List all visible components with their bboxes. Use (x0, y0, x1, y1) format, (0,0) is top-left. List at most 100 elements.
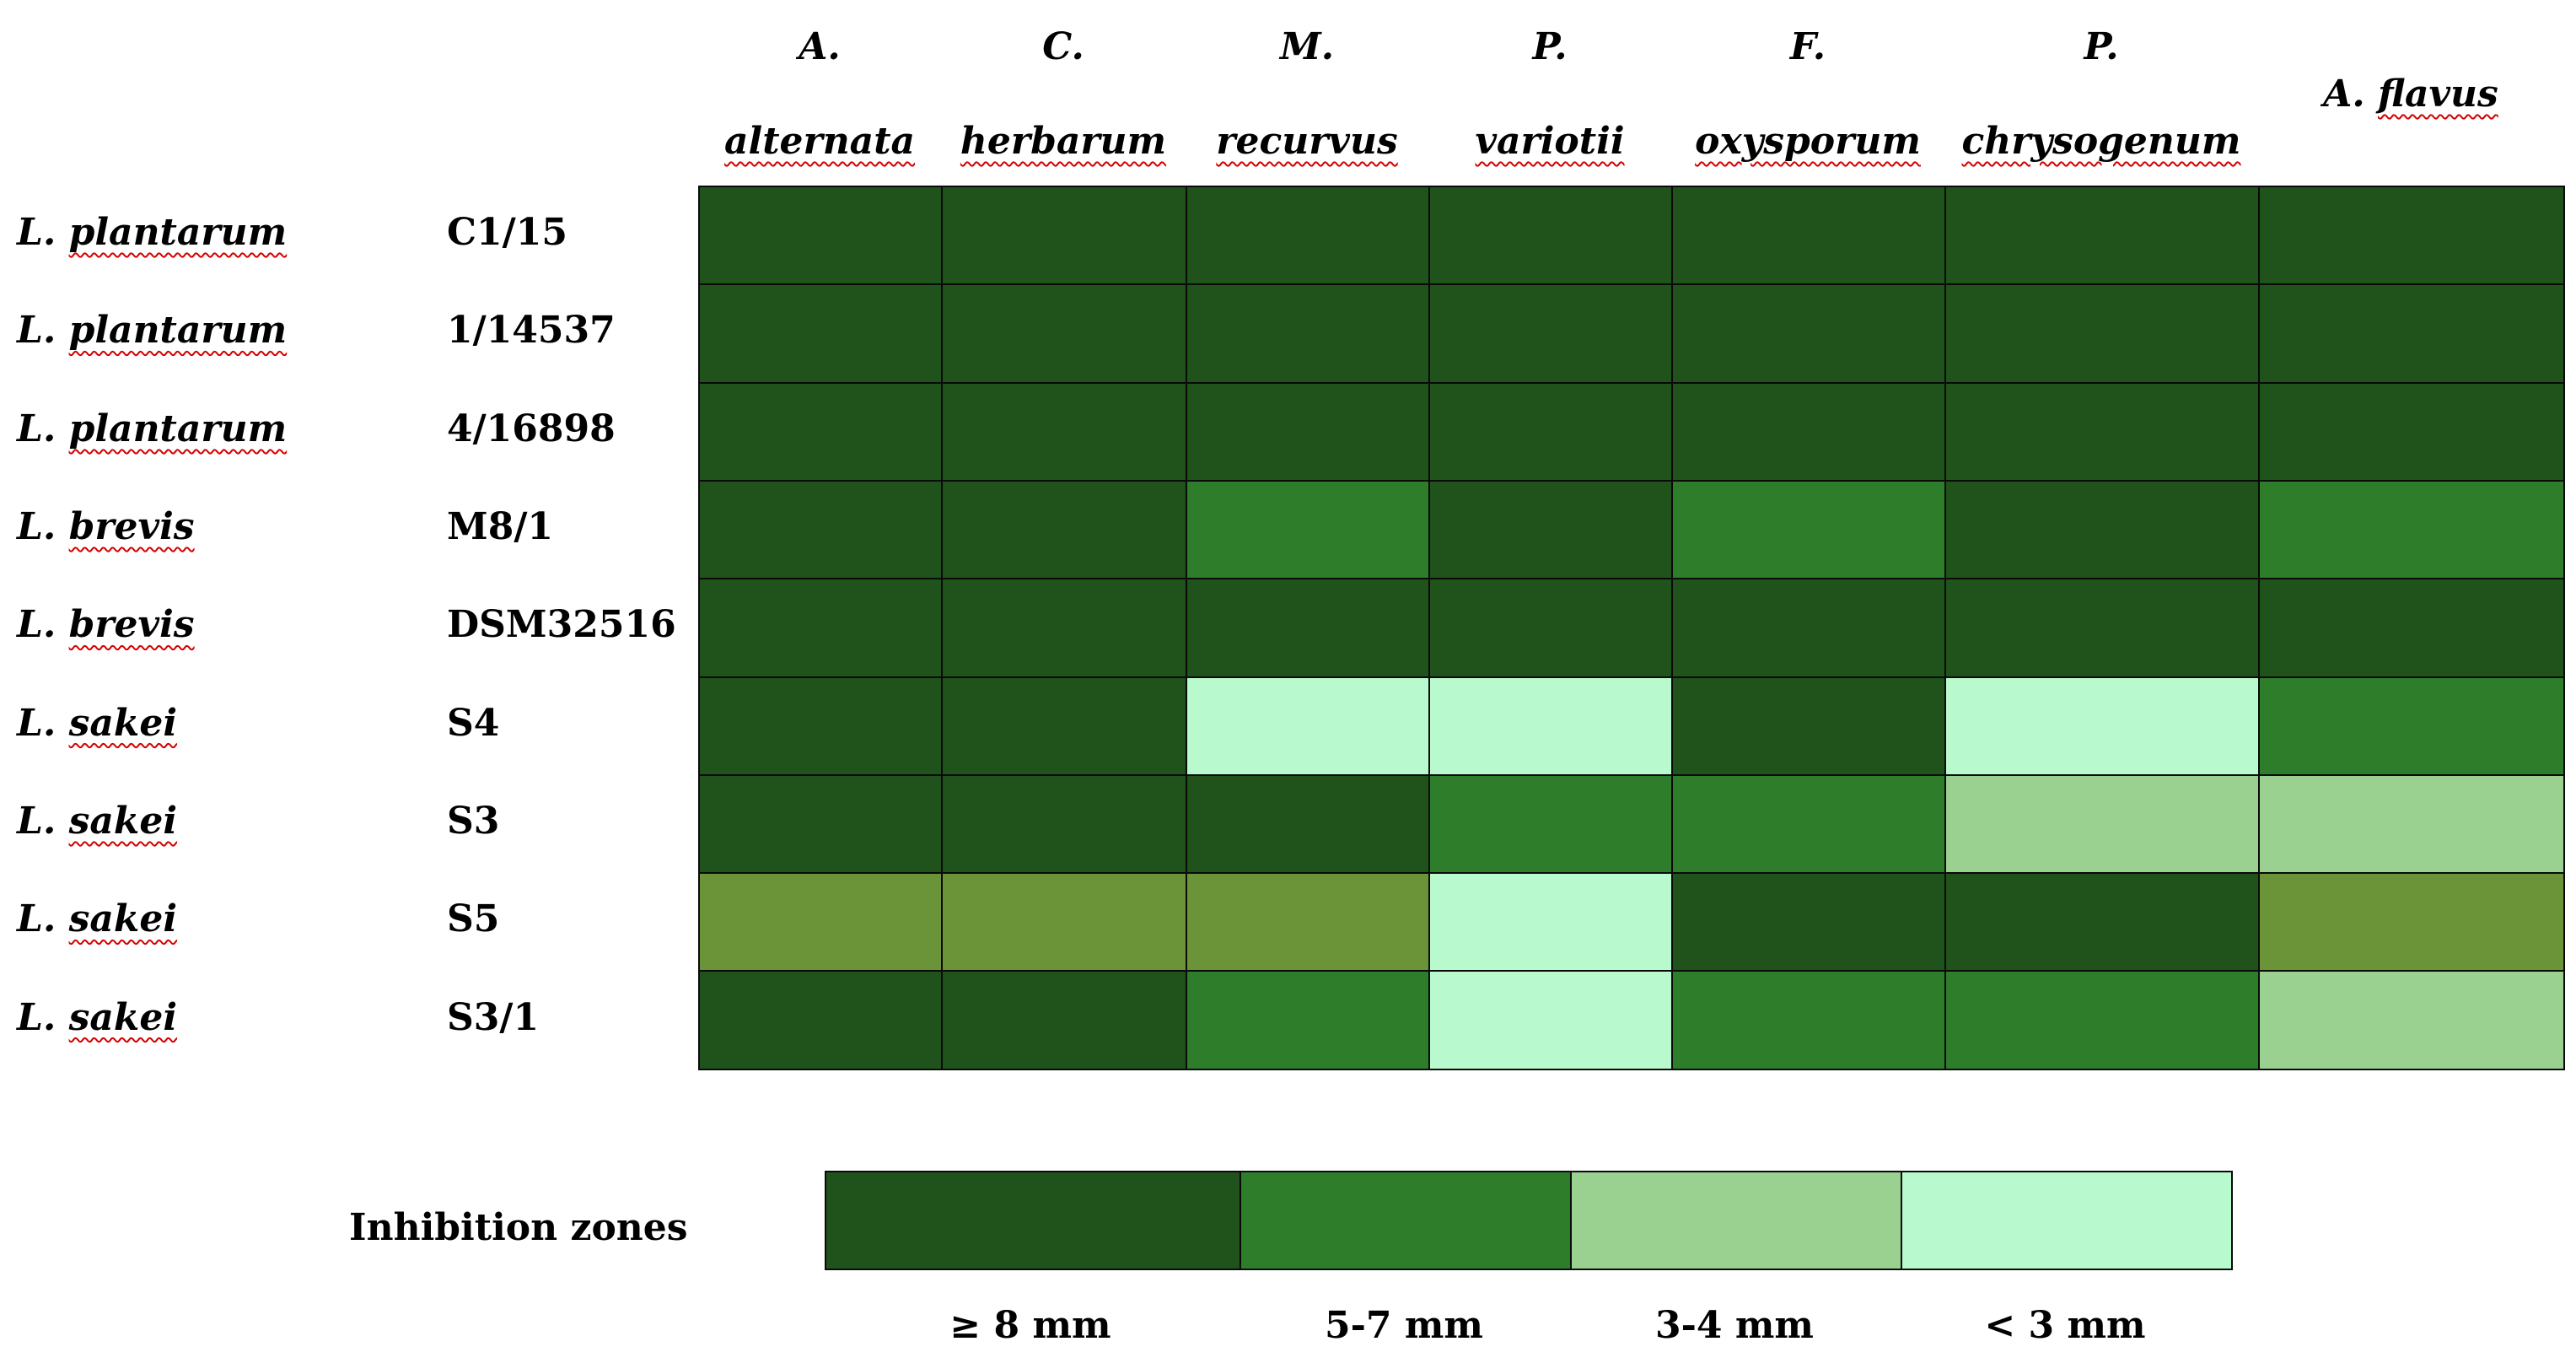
legend-label: 3-4 mm (1655, 1304, 1814, 1347)
row-strain-label: S5 (447, 897, 500, 941)
heatmap-cell (1944, 382, 2260, 482)
column-species: recurvus (1216, 120, 1398, 163)
heatmap-cell (2258, 872, 2565, 972)
row-species-label: L. sakei (17, 701, 178, 745)
column-genus: C. (1042, 25, 1084, 68)
row-strain-label: S3/1 (447, 995, 540, 1039)
column-species: oxysporum (1695, 120, 1921, 163)
row-strain-label: 1/14537 (447, 309, 616, 353)
heatmap-cell (698, 283, 943, 384)
heatmap-cell (1428, 382, 1673, 482)
heatmap-cell (698, 676, 943, 776)
row-species-label: L. plantarum (17, 309, 288, 353)
heatmap-cell (1186, 676, 1430, 776)
heatmap-cell (1186, 283, 1430, 384)
row-species-label: L. brevis (17, 505, 195, 549)
heatmap-cell (1671, 872, 1946, 972)
legend-swatch (1240, 1171, 1572, 1270)
row-species-label: L. plantarum (17, 211, 288, 255)
legend-label: < 3 mm (1984, 1304, 2146, 1347)
heatmap-cell (698, 186, 943, 285)
heatmap-cell (1671, 970, 1946, 1070)
legend-title: Inhibition zones (349, 1206, 688, 1249)
row-species-label: L. sakei (17, 799, 178, 843)
column-genus: P. (2084, 25, 2119, 68)
column-header: F. oxysporum (1671, 0, 1944, 177)
heatmap-cell (1428, 186, 1673, 285)
heatmap-cell (1671, 676, 1946, 776)
heatmap-cell (1186, 480, 1430, 579)
legend-swatch (825, 1171, 1241, 1270)
heatmap-cell (1671, 186, 1946, 285)
heatmap-cell (1944, 283, 2260, 384)
heatmap-cell (941, 578, 1187, 678)
row-strain-label: DSM32516 (447, 603, 676, 647)
column-species: alternata (723, 120, 916, 163)
heatmap-cell (1671, 382, 1946, 482)
heatmap-cell (1186, 186, 1430, 285)
legend-swatch (1570, 1171, 1902, 1270)
heatmap-cell (1186, 970, 1430, 1070)
row-species-label: L. sakei (17, 897, 178, 941)
column-species: chrysogenum (1961, 120, 2241, 163)
heatmap-cell (941, 382, 1187, 482)
heatmap-cell (2258, 382, 2565, 482)
heatmap-cell (941, 970, 1187, 1070)
heatmap-cell (1671, 578, 1946, 678)
heatmap-cell (941, 283, 1187, 384)
heatmap-cell (941, 676, 1187, 776)
heatmap-cell (1186, 774, 1430, 874)
heatmap-cell (1671, 283, 1946, 384)
column-species: herbarum (960, 120, 1167, 163)
heatmap-cell (941, 480, 1187, 579)
column-genus: A. (799, 25, 841, 68)
heatmap-cell (1428, 480, 1673, 579)
row-species-label: L. plantarum (17, 407, 288, 450)
column-species: variotii (1475, 120, 1625, 163)
column-header: A. alternata (698, 0, 941, 177)
heatmap-cell (1428, 872, 1673, 972)
column-genus: F. (1789, 25, 1826, 68)
heatmap-cell (1944, 578, 2260, 678)
heatmap-cell (698, 970, 943, 1070)
column-header: P. variotii (1428, 0, 1671, 177)
row-strain-label: M8/1 (447, 505, 554, 549)
heatmap-cell (1944, 676, 2260, 776)
heatmap-cell (698, 480, 943, 579)
column-species: flavus (2377, 73, 2498, 116)
heatmap-cell (2258, 480, 2565, 579)
heatmap-cell (1428, 676, 1673, 776)
heatmap-cell (698, 578, 943, 678)
heatmap-cell (698, 382, 943, 482)
heatmap-cell (2258, 578, 2565, 678)
heatmap-cell (1186, 578, 1430, 678)
column-header: M. recurvus (1186, 0, 1428, 177)
heatmap-cell (1944, 872, 2260, 972)
heatmap-cell (1428, 774, 1673, 874)
heatmap-cell (941, 872, 1187, 972)
legend-label: ≥ 8 mm (949, 1304, 1111, 1347)
row-species-label: L. brevis (17, 603, 195, 647)
heatmap-cell (1186, 872, 1430, 972)
heatmap-cell (1428, 283, 1673, 384)
heatmap-cell (1944, 480, 2260, 579)
heatmap-cell (1944, 186, 2260, 285)
heatmap-cell (2258, 970, 2565, 1070)
column-header: A. flavus (2258, 0, 2563, 177)
row-strain-label: C1/15 (447, 211, 567, 255)
row-strain-label: S4 (447, 701, 500, 745)
column-genus: A. (2323, 73, 2365, 116)
row-strain-label: S3 (447, 799, 500, 843)
column-header: C. herbarum (941, 0, 1186, 177)
heatmap-cell (1671, 774, 1946, 874)
heatmap-cell (1186, 382, 1430, 482)
heatmap-cell (698, 774, 943, 874)
heatmap-cell (941, 186, 1187, 285)
heatmap-cell (2258, 186, 2565, 285)
heatmap-cell (1944, 774, 2260, 874)
legend-label: 5-7 mm (1325, 1304, 1483, 1347)
row-strain-label: 4/16898 (447, 407, 616, 450)
heatmap-cell (1671, 480, 1946, 579)
heatmap-cell (941, 774, 1187, 874)
column-header: P. chrysogenum (1944, 0, 2258, 177)
